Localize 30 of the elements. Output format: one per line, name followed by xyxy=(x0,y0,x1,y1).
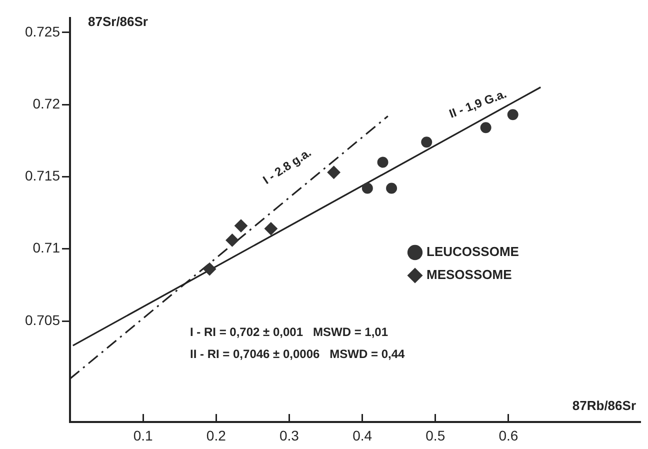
legend-label: LEUCOSSOME xyxy=(426,244,520,260)
annotation: I - RI = 0,702 ± 0,001 MSWD = 1,01 xyxy=(190,325,388,339)
annotation: II - RI = 0,7046 ± 0,0006 MSWD = 0,44 xyxy=(190,347,406,361)
point xyxy=(234,219,248,232)
y-tick-label: 0.71 xyxy=(32,240,60,256)
point xyxy=(507,109,518,120)
point xyxy=(327,166,340,179)
point xyxy=(386,182,398,194)
y-tick-label: 0.725 xyxy=(24,23,60,40)
point xyxy=(421,136,432,148)
x-tick-label: 0.3 xyxy=(279,427,300,444)
point xyxy=(203,262,216,276)
legend-label: MESOSSOME xyxy=(426,267,512,282)
x-tick-label: 0.1 xyxy=(133,427,154,444)
x-tick-label: 0.5 xyxy=(426,427,446,444)
point xyxy=(264,222,278,236)
x-tick-label: 0.4 xyxy=(352,427,372,444)
x-axis-title: 87Rb/86Sr xyxy=(572,398,636,413)
x-tick-label: 0.6 xyxy=(498,427,518,444)
point xyxy=(377,156,388,168)
x-tick-label: 0.2 xyxy=(206,427,226,444)
point xyxy=(362,182,373,194)
annotation: I - 2.8 g.a. xyxy=(260,145,314,187)
y-axis-title: 87Sr/86Sr xyxy=(88,14,148,29)
point xyxy=(226,234,239,247)
y-tick-label: 0.705 xyxy=(24,312,60,328)
y-tick-label: 0.715 xyxy=(24,168,60,184)
annotation: II - 1,9 G.a. xyxy=(447,86,508,121)
y-tick-label: 0.72 xyxy=(32,95,60,112)
point xyxy=(480,122,492,134)
